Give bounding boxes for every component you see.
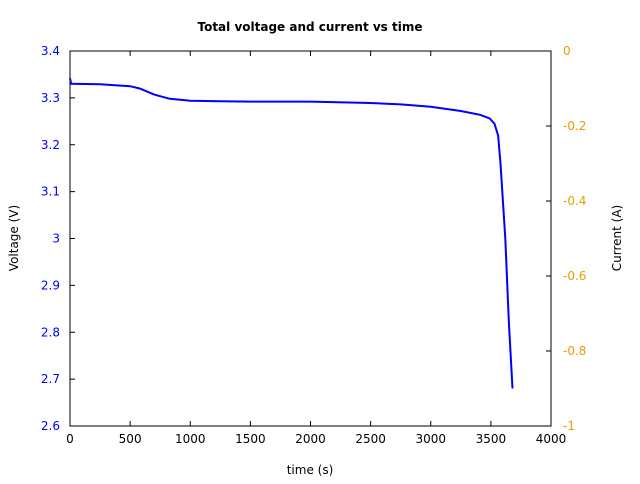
y-tick-label: 2.7 — [41, 372, 60, 386]
x-tick-label: 1000 — [175, 432, 206, 446]
x-tick-label: 3000 — [415, 432, 446, 446]
x-tick-label: 2000 — [295, 432, 326, 446]
x-axis: 0 500 1000 1500 2000 2500 3000 3500 4000 — [66, 51, 566, 446]
y2-tick-label: 0 — [563, 44, 571, 58]
y2-tick-label: -0.8 — [563, 344, 586, 358]
y2-tick-label: -0.6 — [563, 269, 586, 283]
y-axis-right: -1 -0.8 -0.6 -0.4 -0.2 0 — [546, 44, 586, 433]
x-tick-label: 2500 — [355, 432, 386, 446]
x-tick-label: 3500 — [476, 432, 507, 446]
y-tick-label: 3 — [52, 232, 60, 246]
x-tick-label: 0 — [66, 432, 74, 446]
y-axis-left: 2.6 2.7 2.8 2.9 3 3.1 3.2 3.3 3.4 — [41, 44, 75, 433]
y2-tick-label: -0.2 — [563, 119, 586, 133]
voltage-series-line — [69, 77, 514, 389]
chart-title: Total voltage and current vs time — [197, 20, 422, 34]
plot-frame — [69, 50, 552, 427]
x-tick-label: 4000 — [536, 432, 567, 446]
x-tick-label: 500 — [119, 432, 142, 446]
y-axis-label: Voltage (V) — [7, 205, 21, 271]
y-tick-label: 3.4 — [41, 44, 60, 58]
x-tick-label: 1500 — [235, 432, 266, 446]
y2-axis-label: Current (A) — [610, 205, 624, 271]
y-tick-label: 2.6 — [41, 419, 60, 433]
x-axis-label: time (s) — [287, 463, 334, 477]
y2-tick-label: -0.4 — [563, 194, 586, 208]
y-tick-label: 3.1 — [41, 185, 60, 199]
y-tick-label: 3.2 — [41, 138, 60, 152]
y-tick-label: 3.3 — [41, 91, 60, 105]
y-tick-label: 2.8 — [41, 325, 60, 339]
y-tick-label: 2.9 — [41, 278, 60, 292]
y2-tick-label: -1 — [563, 419, 575, 433]
